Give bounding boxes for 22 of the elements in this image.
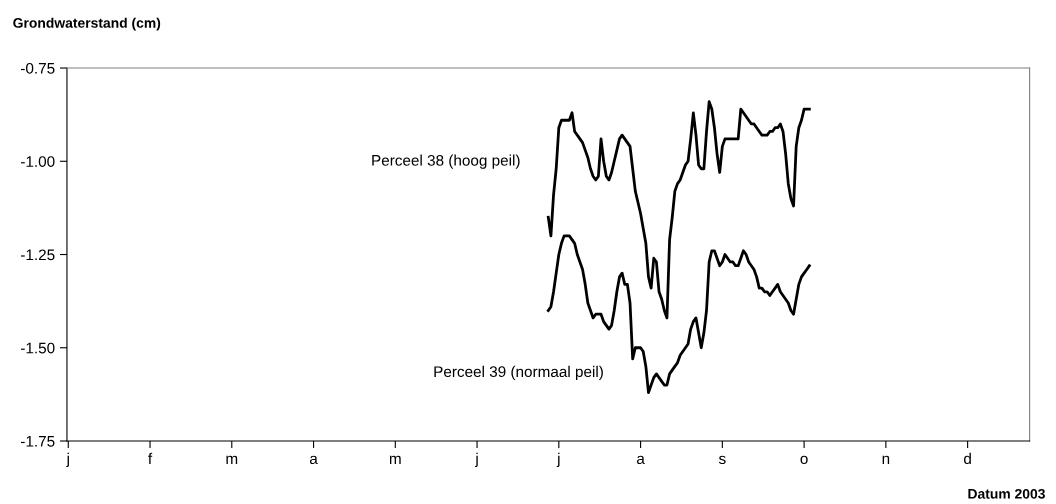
x-tick-label: m bbox=[226, 455, 238, 464]
text: Perceel 38 (hoog peil) bbox=[372, 154, 520, 169]
x-tick-label: m bbox=[389, 455, 401, 464]
y-axis-title: Grondwaterstand (cm) bbox=[13, 17, 161, 31]
x-tick-label: a bbox=[309, 455, 318, 465]
y-tick-label: -0.75 bbox=[21, 62, 55, 74]
text: Perceel 39 (normaal peil) bbox=[434, 365, 603, 381]
y-tick-label: -1.50 bbox=[21, 342, 55, 354]
y-tick-label: -1.25 bbox=[21, 249, 55, 261]
x-tick-label: o bbox=[800, 455, 808, 465]
x-axis-title: Datum 2003 bbox=[968, 488, 1045, 499]
x-tick-label: j bbox=[556, 452, 560, 468]
x-tick-label: n bbox=[882, 455, 890, 464]
y-tick-label: -1.75 bbox=[21, 436, 55, 447]
x-tick-label: s bbox=[718, 455, 726, 465]
x-tick-label: j bbox=[475, 452, 478, 468]
x-tick-label: d bbox=[964, 452, 971, 465]
x-tick-label: j bbox=[66, 452, 69, 468]
x-tick-label: a bbox=[636, 455, 645, 465]
y-tick-label: -1.00 bbox=[21, 156, 55, 167]
line-series bbox=[546, 100, 811, 320]
x-tick-label: f bbox=[148, 452, 153, 464]
